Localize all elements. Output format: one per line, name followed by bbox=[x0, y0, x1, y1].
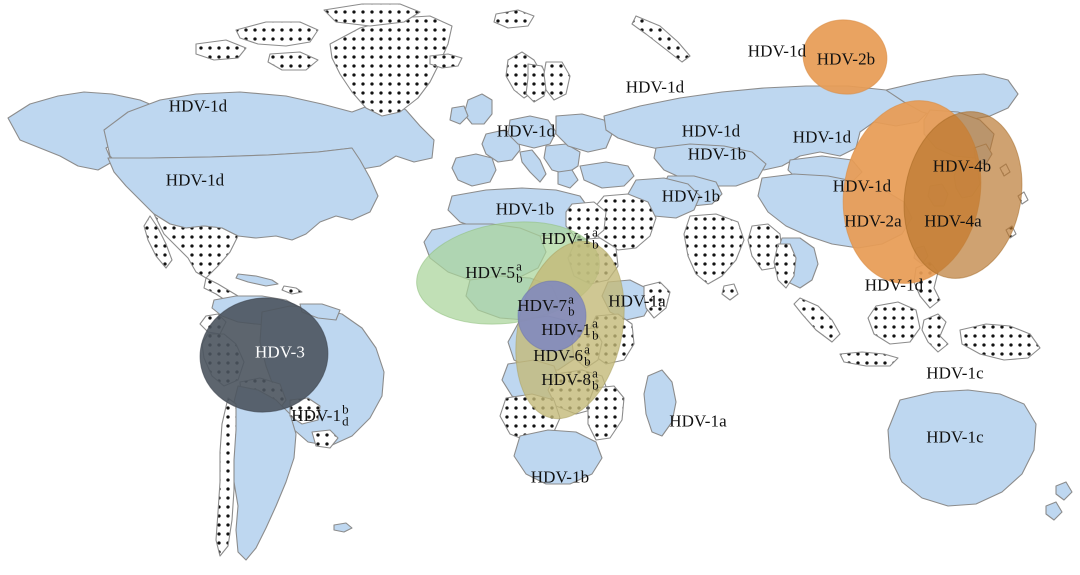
country-baja-california bbox=[143, 215, 173, 269]
country-eastern-europe bbox=[555, 113, 613, 153]
island-new-guinea bbox=[959, 323, 1041, 361]
zone-hdv-3-amazon bbox=[199, 297, 329, 413]
arctic-archipelago-c bbox=[267, 51, 319, 71]
country-myanmar bbox=[747, 223, 783, 271]
island-falklands bbox=[333, 522, 353, 533]
arctic-archipelago-b bbox=[195, 39, 247, 61]
island-hispaniola bbox=[281, 285, 303, 295]
island-cuba bbox=[235, 273, 279, 287]
country-australia bbox=[887, 389, 1037, 507]
country-south-africa bbox=[513, 429, 603, 485]
country-thailand bbox=[773, 243, 797, 289]
country-paraguay bbox=[289, 397, 321, 425]
country-greece bbox=[557, 169, 579, 189]
country-mexico bbox=[153, 213, 239, 279]
zone-hdv-2b-siberia bbox=[802, 19, 888, 95]
country-chile-strip bbox=[215, 397, 237, 557]
country-iberia bbox=[451, 153, 497, 187]
country-germany-poland bbox=[507, 115, 557, 149]
zone-hdv-4-japan bbox=[903, 111, 1023, 279]
island-sumatra bbox=[793, 297, 841, 343]
country-new-zealand bbox=[1055, 481, 1073, 501]
island-novaya-zemlya bbox=[631, 15, 691, 63]
country-sweden bbox=[525, 63, 549, 103]
island-borneo bbox=[867, 301, 921, 345]
island-java bbox=[839, 351, 899, 367]
island-iceland bbox=[429, 53, 463, 69]
country-new-zealand-south bbox=[1045, 501, 1063, 521]
island-svalbard bbox=[493, 9, 535, 29]
arctic-archipelago-a bbox=[235, 21, 319, 47]
island-sri-lanka bbox=[721, 283, 739, 301]
country-somalia bbox=[643, 281, 671, 319]
island-madagascar bbox=[643, 369, 677, 437]
zone-hdv-7-core bbox=[517, 280, 587, 352]
country-turkey bbox=[579, 161, 635, 189]
island-sulawesi bbox=[921, 313, 949, 353]
country-ireland bbox=[449, 105, 469, 125]
country-uruguay bbox=[311, 429, 339, 449]
country-finland bbox=[543, 61, 571, 101]
country-india bbox=[683, 213, 745, 285]
country-italy bbox=[519, 149, 547, 183]
arctic-archipelago-d bbox=[323, 3, 421, 27]
country-mozambique bbox=[587, 385, 625, 441]
